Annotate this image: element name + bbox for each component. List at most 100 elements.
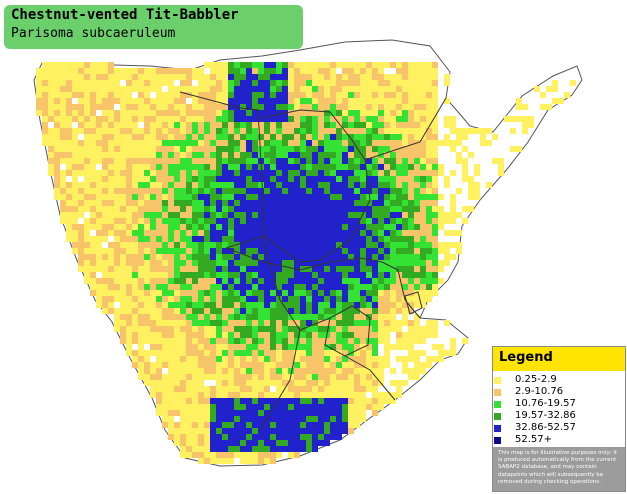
- grid-cell: [312, 218, 318, 224]
- grid-cell: [204, 422, 210, 428]
- grid-cell: [372, 350, 378, 356]
- grid-cell: [372, 266, 378, 272]
- grid-cell: [258, 350, 264, 356]
- grid-cell: [216, 326, 222, 332]
- grid-cell: [420, 194, 426, 200]
- grid-cell: [228, 422, 234, 428]
- grid-cell: [210, 452, 216, 458]
- grid-cell: [444, 260, 450, 266]
- grid-cell: [444, 122, 450, 128]
- grid-cell: [282, 368, 288, 374]
- grid-cell: [384, 248, 390, 254]
- grid-cell: [216, 308, 222, 314]
- grid-cell: [366, 386, 372, 392]
- grid-cell: [108, 146, 114, 152]
- grid-cell: [120, 140, 126, 146]
- grid-cell: [42, 110, 48, 116]
- grid-cell: [372, 296, 378, 302]
- grid-cell: [162, 308, 168, 314]
- grid-cell: [420, 338, 426, 344]
- grid-cell: [180, 164, 186, 170]
- grid-cell: [378, 128, 384, 134]
- grid-cell: [234, 188, 240, 194]
- grid-cell: [396, 302, 402, 308]
- border-province-3: [344, 355, 396, 401]
- grid-cell: [216, 152, 222, 158]
- grid-cell: [180, 278, 186, 284]
- grid-cell: [264, 74, 270, 80]
- grid-cell: [186, 74, 192, 80]
- grid-cell: [342, 212, 348, 218]
- grid-cell: [324, 314, 330, 320]
- grid-cell: [258, 284, 264, 290]
- grid-cell: [174, 278, 180, 284]
- grid-cell: [444, 320, 450, 326]
- grid-cell: [54, 194, 60, 200]
- grid-cell: [258, 320, 264, 326]
- grid-cell: [276, 128, 282, 134]
- grid-cell: [390, 152, 396, 158]
- grid-cell: [294, 248, 300, 254]
- grid-cell: [246, 290, 252, 296]
- grid-cell: [180, 80, 186, 86]
- grid-cell: [384, 158, 390, 164]
- grid-cell: [438, 224, 444, 230]
- grid-cell: [174, 380, 180, 386]
- grid-cell: [462, 206, 468, 212]
- grid-cell: [288, 164, 294, 170]
- grid-cell: [132, 362, 138, 368]
- grid-cell: [216, 434, 222, 440]
- grid-cell: [312, 416, 318, 422]
- grid-cell: [276, 158, 282, 164]
- grid-cell: [414, 200, 420, 206]
- grid-cell: [390, 302, 396, 308]
- grid-cell: [420, 200, 426, 206]
- grid-cell: [168, 404, 174, 410]
- legend-swatch: [494, 401, 501, 408]
- grid-cell: [270, 122, 276, 128]
- grid-cell: [84, 266, 90, 272]
- grid-cell: [144, 332, 150, 338]
- grid-cell: [132, 314, 138, 320]
- grid-cell: [324, 224, 330, 230]
- grid-cell: [204, 356, 210, 362]
- grid-cell: [498, 164, 504, 170]
- grid-cell: [444, 74, 450, 80]
- grid-cell: [330, 320, 336, 326]
- grid-cell: [228, 428, 234, 434]
- grid-cell: [348, 146, 354, 152]
- grid-cell: [96, 170, 102, 176]
- grid-cell: [372, 224, 378, 230]
- grid-cell: [348, 314, 354, 320]
- grid-cell: [60, 194, 66, 200]
- grid-cell: [390, 194, 396, 200]
- grid-cell: [174, 248, 180, 254]
- grid-cell: [186, 80, 192, 86]
- grid-cell: [408, 320, 414, 326]
- grid-cell: [324, 290, 330, 296]
- grid-cell: [36, 92, 42, 98]
- grid-cell: [408, 128, 414, 134]
- grid-cell: [270, 320, 276, 326]
- grid-cell: [192, 338, 198, 344]
- grid-cell: [222, 158, 228, 164]
- grid-cell: [360, 200, 366, 206]
- grid-cell: [282, 206, 288, 212]
- grid-cell: [420, 74, 426, 80]
- grid-cell: [426, 176, 432, 182]
- grid-cell: [282, 398, 288, 404]
- grid-cell: [150, 308, 156, 314]
- grid-cell: [252, 452, 258, 458]
- grid-cell: [222, 452, 228, 458]
- grid-cell: [216, 278, 222, 284]
- grid-cell: [204, 164, 210, 170]
- grid-cell: [450, 116, 456, 122]
- grid-cell: [282, 194, 288, 200]
- grid-cell: [402, 116, 408, 122]
- grid-cell: [84, 74, 90, 80]
- grid-cell: [282, 362, 288, 368]
- grid-cell: [90, 290, 96, 296]
- grid-cell: [408, 182, 414, 188]
- grid-cell: [216, 410, 222, 416]
- grid-cell: [186, 158, 192, 164]
